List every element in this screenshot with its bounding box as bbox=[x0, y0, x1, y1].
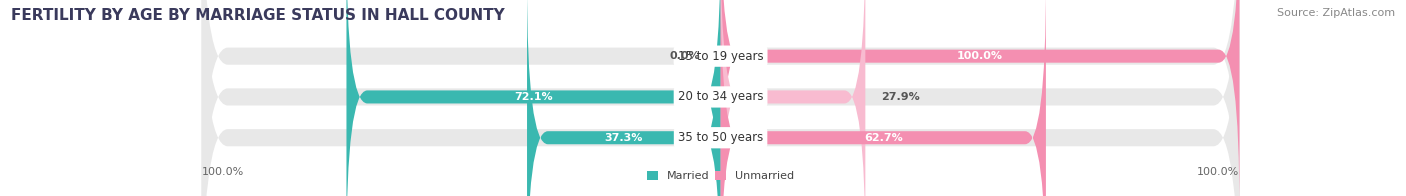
Text: Source: ZipAtlas.com: Source: ZipAtlas.com bbox=[1277, 8, 1395, 18]
FancyBboxPatch shape bbox=[721, 0, 865, 196]
Legend: Married, Unmarried: Married, Unmarried bbox=[647, 171, 794, 181]
Text: 100.0%: 100.0% bbox=[1197, 167, 1240, 177]
Text: 62.7%: 62.7% bbox=[863, 133, 903, 143]
FancyBboxPatch shape bbox=[346, 0, 721, 196]
Text: 37.3%: 37.3% bbox=[605, 133, 643, 143]
FancyBboxPatch shape bbox=[201, 0, 1240, 196]
Text: 15 to 19 years: 15 to 19 years bbox=[678, 50, 763, 63]
Text: FERTILITY BY AGE BY MARRIAGE STATUS IN HALL COUNTY: FERTILITY BY AGE BY MARRIAGE STATUS IN H… bbox=[11, 8, 505, 23]
FancyBboxPatch shape bbox=[201, 0, 1240, 196]
Text: 0.0%: 0.0% bbox=[669, 51, 700, 61]
FancyBboxPatch shape bbox=[527, 0, 721, 196]
FancyBboxPatch shape bbox=[721, 0, 1240, 196]
Text: 35 to 50 years: 35 to 50 years bbox=[678, 131, 763, 144]
Text: 100.0%: 100.0% bbox=[957, 51, 1002, 61]
FancyBboxPatch shape bbox=[201, 0, 1240, 196]
Text: 27.9%: 27.9% bbox=[882, 92, 920, 102]
Text: 100.0%: 100.0% bbox=[201, 167, 245, 177]
Text: 20 to 34 years: 20 to 34 years bbox=[678, 90, 763, 103]
FancyBboxPatch shape bbox=[721, 0, 1046, 196]
Text: 72.1%: 72.1% bbox=[515, 92, 553, 102]
